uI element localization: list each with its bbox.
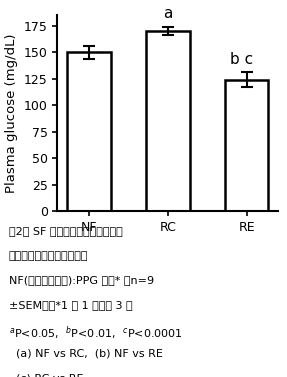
- Text: ±SEM）　*1 日 1 回、計 3 回: ±SEM） *1 日 1 回、計 3 回: [9, 300, 132, 310]
- Text: NF(非拘束・絶食):PPG 投与* （n=9: NF(非拘束・絶食):PPG 投与* （n=9: [9, 275, 154, 285]
- Y-axis label: Plasma glucose (mg/dL): Plasma glucose (mg/dL): [5, 33, 18, 193]
- Text: 镯グルコースに及ぼす影響: 镯グルコースに及ぼす影響: [9, 251, 88, 261]
- Text: a: a: [163, 6, 172, 21]
- Text: (c) RC vs RE: (c) RC vs RE: [9, 373, 83, 377]
- Bar: [225, 80, 268, 211]
- Text: 図2　 SF のストレス負荷マウス血: 図2 SF のストレス負荷マウス血: [9, 226, 122, 236]
- Bar: [67, 52, 111, 211]
- Text: $^a$P<0.05,  $^b$P<0.01,  $^c$P<0.0001: $^a$P<0.05, $^b$P<0.01, $^c$P<0.0001: [9, 324, 183, 342]
- Text: (a) NF vs RC,  (b) NF vs RE: (a) NF vs RC, (b) NF vs RE: [9, 349, 162, 359]
- Bar: [146, 31, 189, 211]
- Text: b c: b c: [230, 52, 253, 67]
